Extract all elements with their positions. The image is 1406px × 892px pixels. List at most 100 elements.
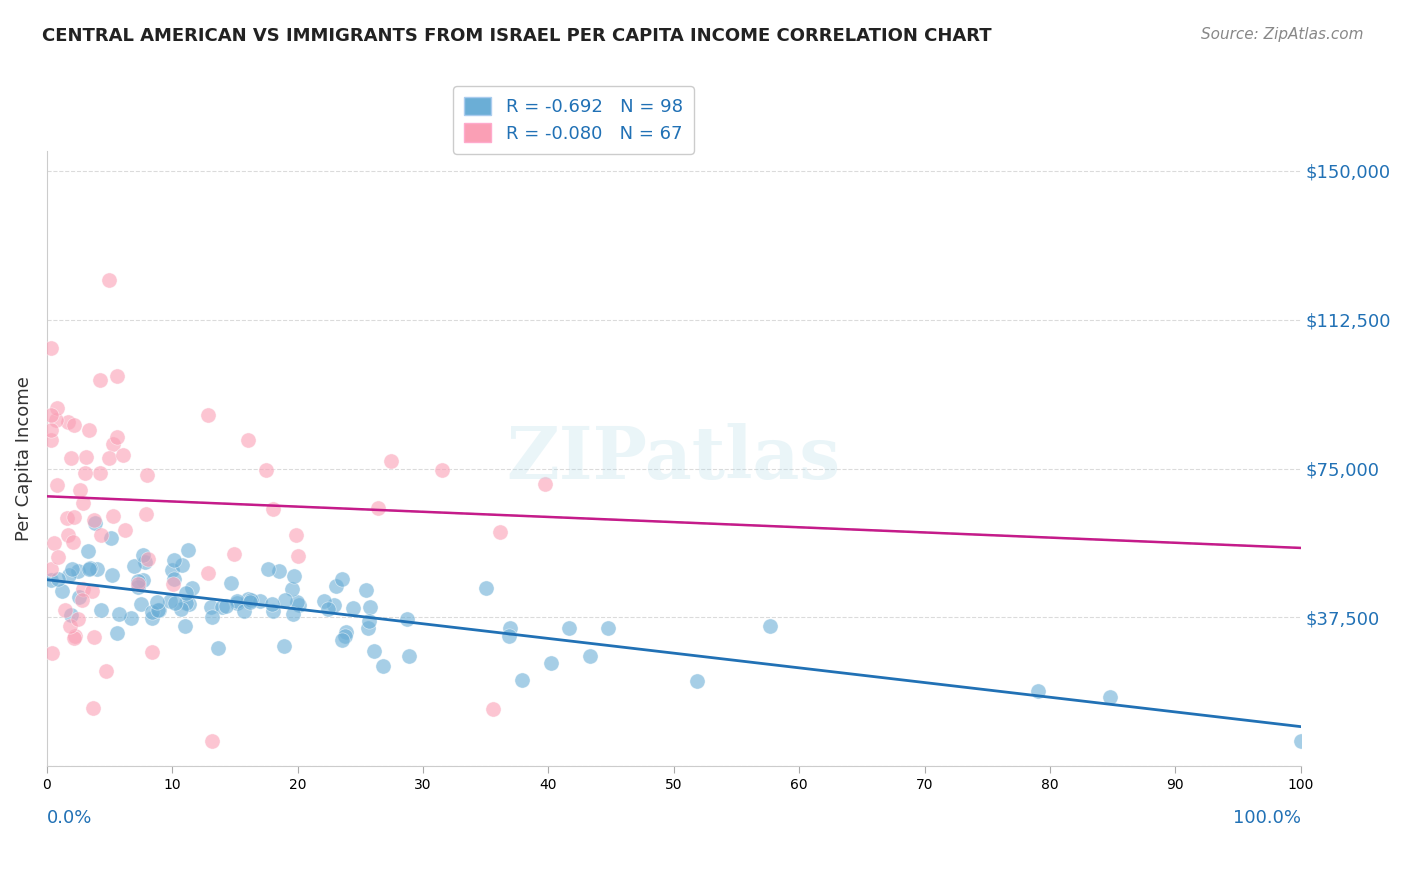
Point: [197, 566, 219, 581]
Point: [127, 580, 149, 594]
Point: [215, 599, 238, 613]
Point: [499, 621, 522, 635]
Point: [233, 604, 256, 618]
Point: [257, 562, 280, 576]
Point: [162, 577, 184, 591]
Text: 100.0%: 100.0%: [1233, 809, 1301, 828]
Point: [197, 408, 219, 422]
Point: [83, 513, 105, 527]
Point: [200, 599, 222, 614]
Point: [174, 586, 197, 600]
Point: [80, 584, 103, 599]
Point: [318, 602, 340, 616]
Point: [159, 593, 181, 607]
Point: [53, 603, 76, 617]
Point: [90, 527, 112, 541]
Point: [114, 523, 136, 537]
Point: [239, 593, 262, 607]
Point: [46, 401, 69, 416]
Point: [136, 551, 159, 566]
Point: [46, 549, 69, 564]
Point: [342, 601, 364, 615]
Point: [148, 603, 170, 617]
Point: [141, 644, 163, 658]
Point: [759, 619, 782, 633]
Point: [325, 578, 347, 592]
Point: [283, 569, 305, 583]
Point: [239, 594, 262, 608]
Point: [180, 581, 202, 595]
Point: [211, 599, 233, 614]
Point: [226, 594, 249, 608]
Y-axis label: Per Capita Income: Per Capita Income: [15, 376, 32, 541]
Point: [46, 572, 69, 586]
Point: [273, 639, 295, 653]
Point: [39, 562, 62, 576]
Point: [534, 477, 557, 491]
Point: [371, 659, 394, 673]
Point: [67, 590, 90, 604]
Point: [105, 369, 128, 384]
Point: [367, 500, 389, 515]
Point: [540, 656, 562, 670]
Point: [77, 562, 100, 576]
Point: [98, 272, 121, 286]
Point: [359, 600, 381, 615]
Point: [94, 664, 117, 678]
Point: [135, 508, 157, 522]
Point: [598, 621, 620, 635]
Point: [163, 552, 186, 566]
Point: [62, 534, 84, 549]
Point: [60, 450, 83, 465]
Point: [201, 610, 224, 624]
Point: [77, 544, 100, 558]
Point: [127, 576, 149, 591]
Point: [77, 423, 100, 437]
Point: [333, 629, 356, 643]
Point: [66, 612, 89, 626]
Point: [39, 423, 62, 437]
Point: [56, 415, 79, 429]
Point: [131, 573, 153, 587]
Point: [380, 453, 402, 467]
Point: [262, 501, 284, 516]
Point: [173, 619, 195, 633]
Point: [146, 595, 169, 609]
Point: [51, 583, 73, 598]
Point: [146, 603, 169, 617]
Point: [98, 450, 121, 465]
Point: [83, 630, 105, 644]
Point: [262, 597, 284, 611]
Point: [105, 430, 128, 444]
Point: [90, 603, 112, 617]
Point: [224, 547, 246, 561]
Text: 0.0%: 0.0%: [46, 809, 93, 828]
Point: [56, 510, 79, 524]
Point: [288, 598, 311, 612]
Point: [498, 629, 520, 643]
Point: [160, 563, 183, 577]
Point: [141, 605, 163, 619]
Point: [141, 611, 163, 625]
Point: [236, 592, 259, 607]
Point: [100, 531, 122, 545]
Point: [60, 608, 83, 623]
Point: [226, 596, 249, 610]
Point: [41, 646, 63, 660]
Point: [127, 574, 149, 588]
Point: [72, 582, 94, 597]
Point: [1098, 690, 1121, 704]
Point: [262, 604, 284, 618]
Point: [236, 433, 259, 447]
Point: [510, 673, 533, 687]
Point: [58, 568, 80, 582]
Point: [89, 373, 111, 387]
Point: [285, 595, 308, 609]
Point: [73, 466, 96, 480]
Point: [488, 525, 510, 540]
Point: [396, 612, 419, 626]
Point: [207, 640, 229, 655]
Point: [359, 614, 381, 628]
Point: [46, 478, 69, 492]
Point: [1289, 734, 1312, 748]
